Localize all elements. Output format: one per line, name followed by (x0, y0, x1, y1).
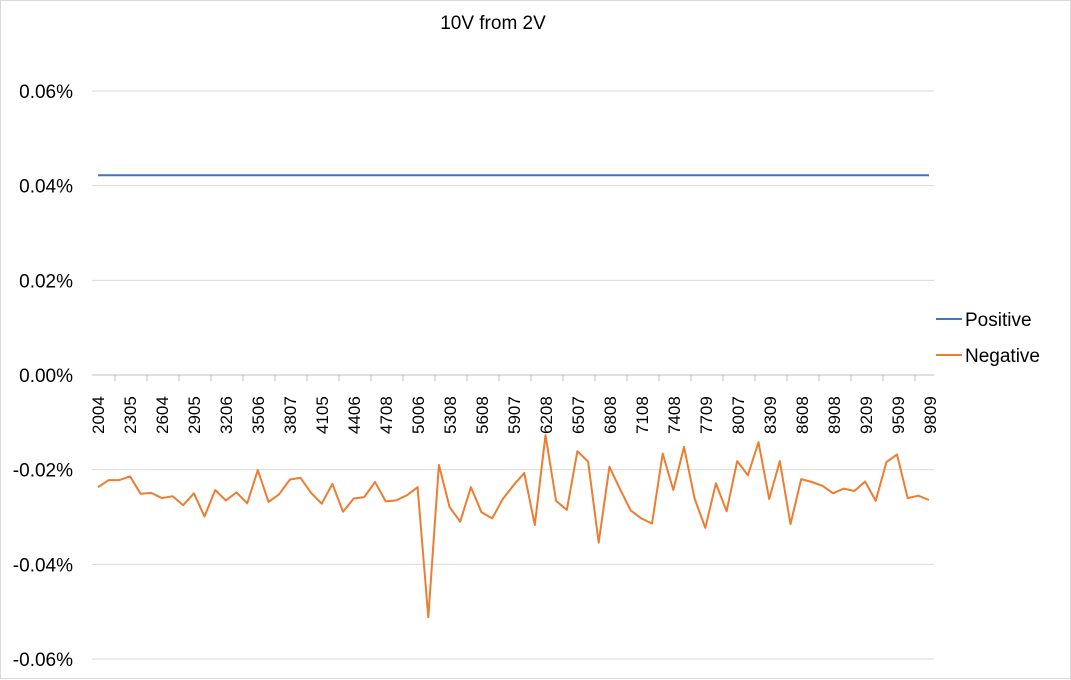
x-tick-label: 7709 (697, 396, 716, 434)
gridlines (92, 90, 934, 660)
y-tick-label: 0.04% (19, 177, 73, 198)
series-lines (97, 174, 930, 619)
x-tick-label: 8608 (793, 396, 812, 434)
x-tick-label: 4406 (345, 396, 364, 434)
x-tick-label: 2604 (153, 396, 172, 434)
y-tick-label: 0.02% (19, 271, 73, 292)
x-tick-label: 9509 (889, 396, 908, 434)
x-tick-label: 9809 (921, 396, 940, 434)
x-tick-label: 2004 (89, 396, 108, 434)
x-tick-label: 6507 (569, 396, 588, 434)
x-tick-label: 7108 (633, 396, 652, 434)
x-tick-label: 5907 (505, 396, 524, 434)
x-tick-label: 6208 (537, 396, 556, 434)
y-tick-label: 0.00% (19, 366, 73, 387)
x-tick-label: 8007 (729, 396, 748, 434)
y-tick-label: -0.02% (13, 461, 73, 482)
y-tick-label: 0.06% (19, 82, 73, 103)
x-tick-label: 7408 (665, 396, 684, 434)
y-axis-tick-labels: 0.06% 0.04% 0.02% 0.00% -0.02% -0.04% -0.06% (13, 82, 73, 671)
x-tick-label: 4708 (377, 396, 396, 434)
x-tick-label: 3506 (249, 396, 268, 434)
x-tick-label: 2305 (121, 396, 140, 434)
x-tick-label: 4105 (313, 396, 332, 434)
x-tick-label: 8309 (761, 396, 780, 434)
legend-label-positive: Positive (965, 310, 1032, 331)
x-tick-label: 3206 (217, 396, 236, 434)
chart-title: 10V from 2V (440, 13, 546, 34)
x-axis (92, 374, 934, 381)
x-tick-label: 5006 (409, 396, 428, 434)
x-axis-tick-labels: 2004 2305 2604 2905 3206 3506 3807 4105 4406 4708… (89, 396, 940, 434)
y-tick-label: -0.04% (13, 555, 73, 576)
legend: Positive Negative (936, 310, 1040, 367)
x-tick-label: 8908 (825, 396, 844, 434)
x-tick-label: 2905 (185, 396, 204, 434)
x-tick-label: 3807 (281, 396, 300, 434)
y-tick-label: -0.06% (13, 650, 73, 671)
x-tick-label: 5608 (473, 396, 492, 434)
x-tick-label: 9209 (857, 396, 876, 434)
x-tick-label: 5308 (441, 396, 460, 434)
x-tick-label: 6808 (601, 396, 620, 434)
series-line-negative (97, 434, 930, 619)
legend-label-negative: Negative (965, 346, 1040, 367)
